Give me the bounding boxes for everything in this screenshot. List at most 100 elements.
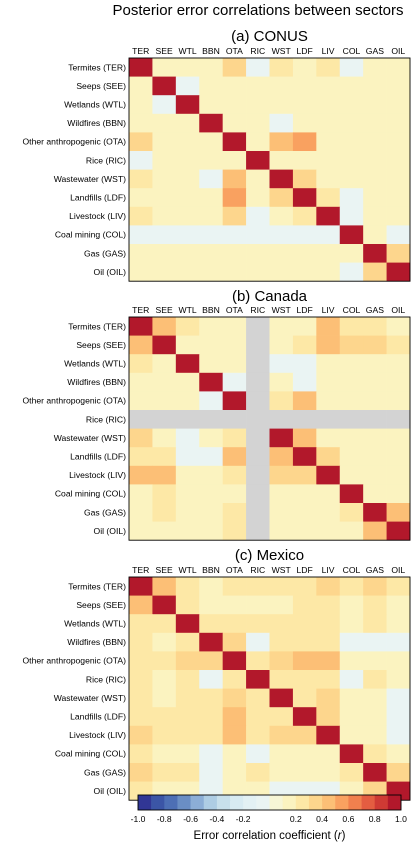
heatmap-cell bbox=[222, 447, 247, 467]
heatmap-cell bbox=[269, 632, 294, 652]
row-label: Gas (GAS) bbox=[84, 767, 126, 777]
column-label: LIV bbox=[322, 46, 335, 56]
heatmap-cell bbox=[222, 354, 247, 374]
heatmap-cell bbox=[199, 206, 224, 226]
heatmap-cell bbox=[129, 76, 153, 96]
colorbar-swatch bbox=[164, 795, 178, 810]
heatmap-cell bbox=[152, 391, 177, 411]
column-label: TER bbox=[132, 565, 149, 575]
heatmap-cell bbox=[152, 763, 177, 782]
heatmap-cell bbox=[292, 651, 317, 671]
heatmap-cell bbox=[222, 503, 247, 522]
heatmap-cell bbox=[363, 113, 387, 133]
heatmap-cell bbox=[269, 317, 294, 336]
heatmap-cell bbox=[316, 58, 341, 77]
heatmap-cell bbox=[386, 391, 411, 411]
heatmap-cell bbox=[292, 372, 317, 392]
colorbar-swatch bbox=[308, 795, 323, 810]
heatmap-cell bbox=[386, 595, 411, 615]
heatmap-cell bbox=[199, 707, 224, 727]
colorbar-swatch bbox=[295, 795, 310, 810]
heatmap-cell bbox=[246, 503, 270, 522]
figure-title: Posterior error correlations between sec… bbox=[113, 2, 404, 19]
heatmap-cell bbox=[199, 169, 224, 189]
heatmap-cell bbox=[316, 521, 341, 541]
heatmap-cell bbox=[222, 670, 247, 689]
heatmap-cell bbox=[152, 707, 177, 727]
heatmap-cell bbox=[199, 410, 224, 429]
heatmap-cell bbox=[246, 372, 270, 392]
heatmap-cell bbox=[292, 763, 317, 782]
heatmap-cell bbox=[363, 503, 387, 522]
heatmap-cell bbox=[386, 744, 411, 764]
heatmap-cell bbox=[129, 206, 153, 226]
colorbar-tick-label: -0.8 bbox=[157, 814, 172, 824]
heatmap-cell bbox=[269, 225, 294, 245]
heatmap-cell bbox=[152, 225, 177, 245]
heatmap-cell bbox=[246, 113, 270, 133]
heatmap-cell bbox=[363, 651, 387, 671]
heatmap-cell bbox=[222, 188, 247, 208]
heatmap-cell bbox=[339, 670, 364, 689]
heatmap-cell bbox=[129, 521, 153, 541]
heatmap-cell bbox=[363, 225, 387, 245]
heatmap-cell bbox=[292, 391, 317, 411]
heatmap-cell bbox=[175, 113, 200, 133]
heatmap-cell bbox=[339, 188, 364, 208]
heatmap-cell bbox=[386, 725, 411, 745]
heatmap-cell bbox=[222, 428, 247, 448]
heatmap-cell bbox=[269, 503, 294, 522]
heatmap-cell bbox=[199, 372, 224, 392]
heatmap-cell bbox=[316, 465, 341, 485]
heatmap-cell bbox=[175, 521, 200, 541]
heatmap-cell bbox=[152, 521, 177, 541]
heatmap-cell bbox=[222, 372, 247, 392]
heatmap-cell bbox=[339, 651, 364, 671]
heatmap-cell bbox=[129, 244, 153, 263]
heatmap-cell bbox=[363, 595, 387, 615]
column-label: TER bbox=[132, 305, 149, 315]
row-label: Livestock (LIV) bbox=[69, 211, 126, 221]
heatmap-cell bbox=[269, 428, 294, 448]
column-label: OIL bbox=[391, 565, 405, 575]
heatmap-cell bbox=[363, 447, 387, 467]
heatmap-cell bbox=[339, 76, 364, 96]
heatmap-cell bbox=[363, 707, 387, 727]
heatmap-cell bbox=[152, 465, 177, 485]
heatmap-cell bbox=[316, 206, 341, 226]
heatmap-cell bbox=[222, 151, 247, 170]
colorbar-label: Error correlation coefficient (r) bbox=[194, 830, 346, 842]
heatmap-cell bbox=[246, 484, 270, 504]
heatmap-cell bbox=[339, 465, 364, 485]
heatmap-cell bbox=[316, 225, 341, 245]
heatmap-cell bbox=[316, 595, 341, 615]
heatmap-cell bbox=[339, 169, 364, 189]
heatmap-cell bbox=[199, 614, 224, 634]
column-label: TER bbox=[132, 46, 149, 56]
row-label: Wastewater (WST) bbox=[54, 693, 126, 703]
heatmap-cell bbox=[386, 335, 411, 355]
heatmap-cell bbox=[292, 521, 317, 541]
column-label: OTA bbox=[226, 565, 243, 575]
heatmap-cell bbox=[292, 410, 317, 429]
heatmap-cell bbox=[222, 521, 247, 541]
heatmap-cell bbox=[316, 670, 341, 689]
row-label: Seeps (SEE) bbox=[76, 340, 126, 350]
heatmap-cell bbox=[386, 632, 411, 652]
heatmap-cell bbox=[152, 335, 177, 355]
colorbar-swatch bbox=[269, 795, 283, 810]
row-label: Oil (OIL) bbox=[94, 267, 127, 277]
heatmap-cell bbox=[129, 225, 153, 245]
heatmap-cell bbox=[386, 428, 411, 448]
heatmap-cell bbox=[269, 76, 294, 96]
heatmap-cell bbox=[175, 151, 200, 170]
heatmap-cell bbox=[152, 410, 177, 429]
heatmap-cell bbox=[152, 58, 177, 77]
column-label: WTL bbox=[178, 46, 196, 56]
heatmap-cell bbox=[363, 151, 387, 170]
column-label: GAS bbox=[366, 305, 384, 315]
heatmap-cell bbox=[152, 484, 177, 504]
heatmap-cell bbox=[129, 113, 153, 133]
heatmap-cell bbox=[269, 151, 294, 170]
heatmap-cell bbox=[339, 577, 364, 596]
